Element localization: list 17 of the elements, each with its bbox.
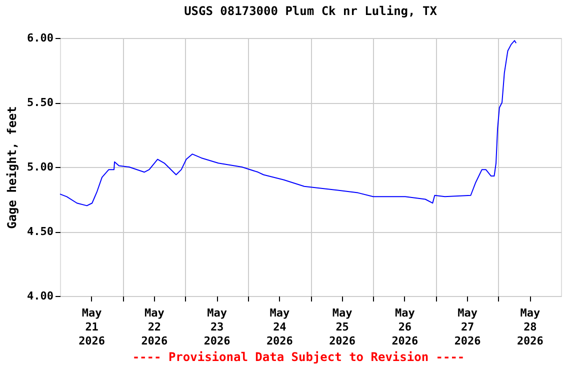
y-axis-title: Gage height, feet <box>5 106 20 229</box>
y-tick-label: 4.00 <box>27 290 54 302</box>
line-series <box>60 40 517 206</box>
x-tick-label: May 24 2026 <box>266 306 294 348</box>
y-tick-label: 4.50 <box>27 225 54 238</box>
x-tick-label: May 28 2026 <box>516 306 544 348</box>
chart-title: USGS 08173000 Plum Ck nr Luling, TX <box>184 4 438 18</box>
x-tick-label: May 26 2026 <box>392 306 419 348</box>
text: ---- Provisional Data Subject to Revision ---- <box>132 350 465 364</box>
x-tick-label: May 25 2026 <box>329 306 356 348</box>
y-tick-label: 5.50 <box>27 96 54 109</box>
x-tick-label: May 23 2026 <box>204 306 231 348</box>
x-tick-label: May 27 2026 <box>454 306 482 348</box>
x-tick-label: May 22 2026 <box>141 306 168 348</box>
x-tick-label: May 21 2026 <box>78 306 106 348</box>
y-tick-label: 5.00 <box>27 160 54 174</box>
y-tick-label: 6.00 <box>27 32 54 44</box>
